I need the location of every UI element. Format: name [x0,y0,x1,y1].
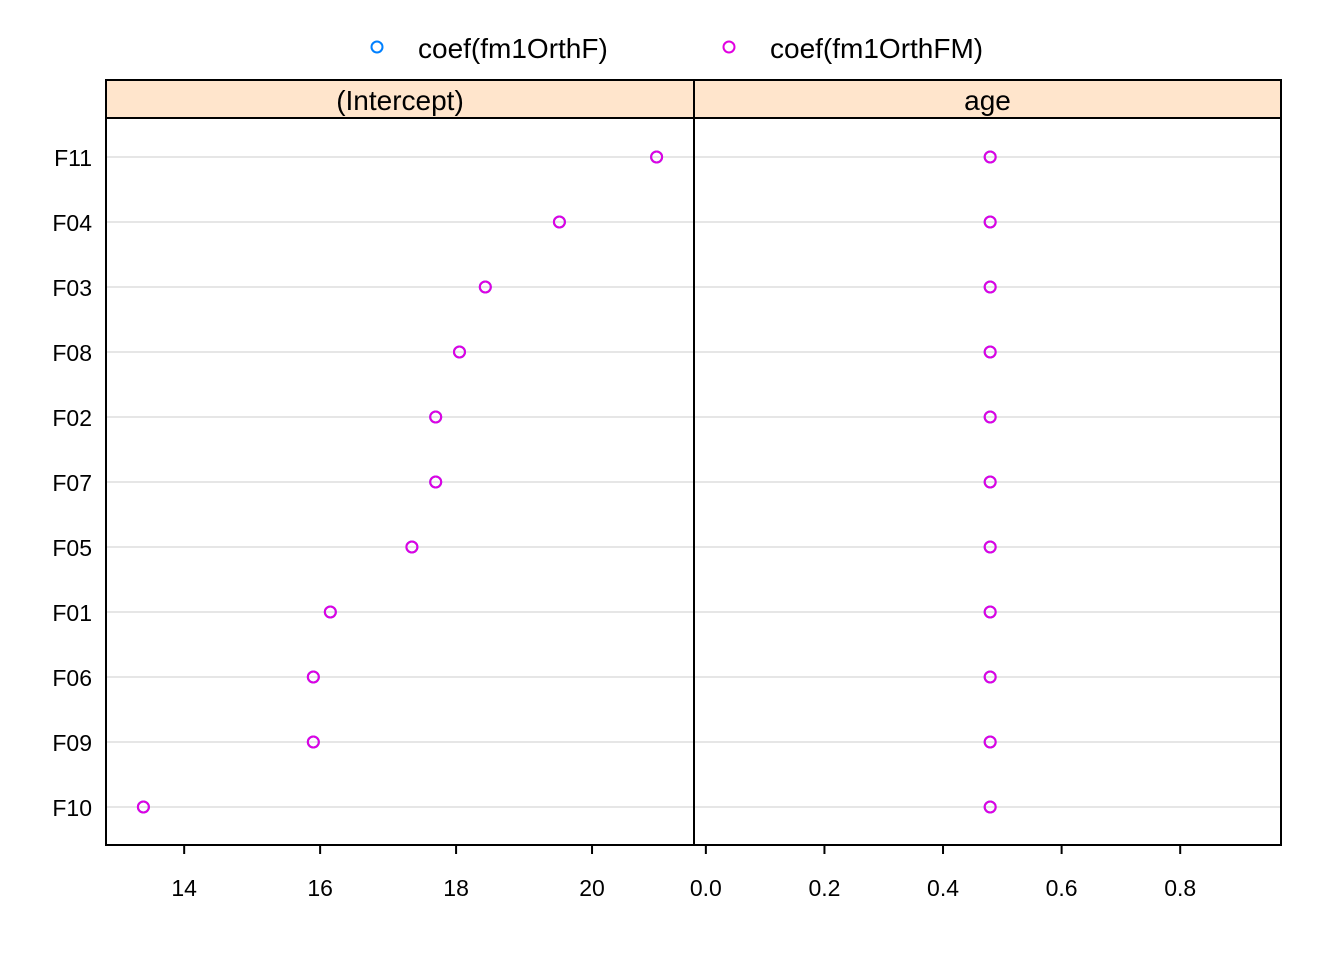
point-coef-fm1OrthFM-F06 [983,670,997,684]
point-coef-fm1OrthFM-F10 [983,800,997,814]
point-coef-fm1OrthFM-F07 [983,475,997,489]
legend-marker-2 [722,40,736,54]
strip-label: (Intercept) [336,85,464,116]
point-coef-fm1OrthFM-F02 [983,410,997,424]
y-tick-label: F09 [52,730,92,756]
legend: coef(fm1OrthF) coef(fm1OrthFM) [370,33,983,64]
x-tick-label: 16 [307,875,333,901]
point-coef-fm1OrthFM-F11 [650,150,664,164]
strip-background [105,79,695,119]
point-coef-fm1OrthFM-F02 [429,410,443,424]
y-tick-label: F11 [54,145,92,171]
y-tick-label: F02 [52,405,92,431]
y-tick-label: F04 [52,210,92,236]
point-coef-fm1OrthFM-F04 [983,215,997,229]
point-coef-fm1OrthFM-F03 [478,280,492,294]
x-tick-label: 0.2 [808,875,840,901]
x-tick-label: 18 [443,875,469,901]
x-tick-label: 20 [579,875,605,901]
panels: (Intercept) 14 16 18 20 age 0.0 0.2 0.4 0.6 0.8 [105,79,1282,901]
point-coef-fm1OrthFM-F09 [983,735,997,749]
legend-label-1: coef(fm1OrthF) [418,33,608,64]
x-tick-label: 14 [171,875,197,901]
y-tick-label: F06 [52,665,92,691]
point-coef-fm1OrthFM-F09 [306,735,320,749]
x-tick-label: 0.0 [690,875,722,901]
point-coef-fm1OrthFM-F01 [323,605,337,619]
point-coef-fm1OrthFM-F05 [983,540,997,554]
point-coef-fm1OrthFM-F07 [429,475,443,489]
panel-frame [693,117,1282,846]
point-coef-fm1OrthFM-F08 [983,345,997,359]
x-tick-label: 0.4 [927,875,959,901]
panel-2: age 0.0 0.2 0.4 0.6 0.8 [690,79,1282,901]
panel-1: (Intercept) 14 16 18 20 [105,79,695,901]
y-axis-labels: F10 F09 F06 F01 F05 F07 F02 F08 F03 F04 F11 [52,145,92,821]
y-tick-label: F01 [52,600,92,626]
strip-label: age [964,85,1011,116]
point-coef-fm1OrthFM-F08 [452,345,466,359]
point-coef-fm1OrthFM-F11 [983,150,997,164]
point-coef-fm1OrthFM-F01 [983,605,997,619]
legend-label-2: coef(fm1OrthFM) [770,33,983,64]
x-tick-label: 0.6 [1046,875,1078,901]
point-coef-fm1OrthFM-F04 [552,215,566,229]
y-tick-label: F10 [52,795,92,821]
y-tick-label: F03 [52,275,92,301]
legend-marker-1 [370,40,384,54]
point-coef-fm1OrthFM-F05 [405,540,419,554]
y-tick-label: F05 [52,535,92,561]
x-tick-label: 0.8 [1164,875,1196,901]
strip-background [693,79,1282,119]
y-tick-label: F07 [52,470,92,496]
point-coef-fm1OrthFM-F10 [136,800,150,814]
y-tick-label: F08 [52,340,92,366]
point-coef-fm1OrthFM-F03 [983,280,997,294]
point-coef-fm1OrthFM-F06 [306,670,320,684]
